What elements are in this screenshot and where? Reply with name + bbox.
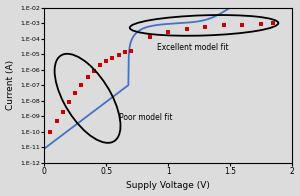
Text: Poor model fit: Poor model fit — [118, 113, 172, 122]
Text: Excellent model fit: Excellent model fit — [157, 43, 229, 52]
Y-axis label: Current (A): Current (A) — [6, 60, 15, 110]
X-axis label: Supply Voltage (V): Supply Voltage (V) — [126, 181, 210, 191]
